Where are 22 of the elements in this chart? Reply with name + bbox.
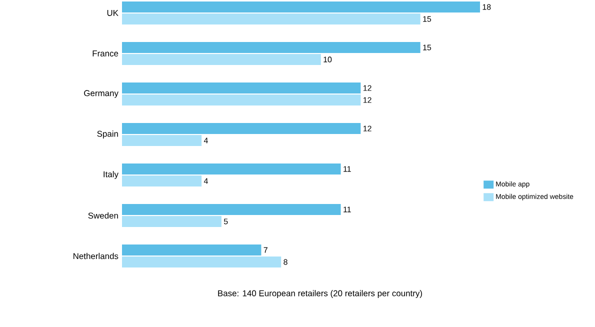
bar (122, 14, 420, 24)
text: Base: 140 European retailers (20 retailers per country) (218, 290, 422, 298)
bar (122, 2, 480, 12)
bar (122, 123, 361, 134)
bar (122, 82, 361, 94)
bar (122, 94, 361, 106)
bar (122, 256, 282, 268)
bar (122, 204, 341, 215)
y-tick-label: UK (107, 10, 118, 16)
y-tick-label: Netherlands (74, 252, 118, 260)
bar (122, 216, 222, 227)
y-tick-label: Germany (84, 90, 118, 98)
bar (122, 164, 341, 174)
y-tick-label: Spain (97, 130, 118, 138)
bar (122, 176, 202, 186)
bar (122, 244, 262, 256)
bar (122, 135, 202, 146)
bar (122, 42, 420, 53)
y-tick-label: Italy (104, 171, 118, 179)
bar (122, 54, 321, 65)
y-tick-label: Sweden (88, 212, 118, 219)
y-tick-label: France (92, 50, 118, 56)
